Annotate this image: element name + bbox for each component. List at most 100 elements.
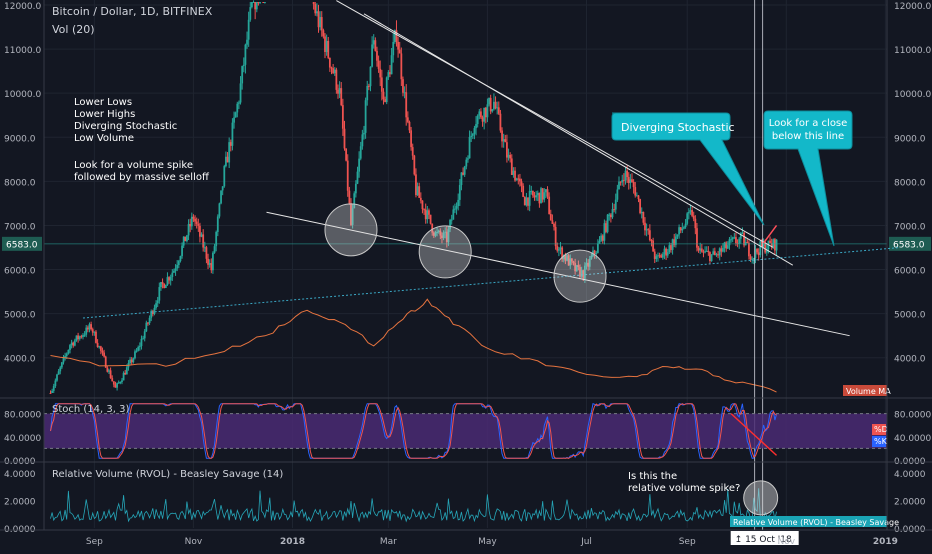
candle-body	[710, 254, 713, 262]
candle-body	[463, 166, 466, 175]
candle-body	[449, 219, 451, 230]
candle-body	[187, 224, 190, 236]
candle-body	[626, 170, 629, 178]
candle-body	[570, 258, 573, 262]
candle-body	[367, 85, 370, 87]
candle-body	[694, 218, 697, 229]
candle-body	[582, 270, 585, 279]
candle-body	[392, 41, 395, 56]
candle-body	[156, 300, 159, 304]
candle-body	[432, 232, 435, 236]
stoch-d-tag	[872, 424, 886, 435]
candle-body	[491, 109, 494, 112]
candle-body	[210, 263, 213, 271]
candle-body	[239, 83, 242, 103]
candle-body	[424, 209, 427, 220]
crosshair-date-tag	[730, 531, 799, 545]
candle-body	[384, 99, 386, 103]
candle-body	[655, 256, 658, 259]
candle-body	[216, 216, 219, 232]
candle-body	[637, 195, 640, 200]
candle-body	[735, 237, 737, 244]
candle-body	[543, 192, 546, 200]
candle-body	[218, 203, 221, 217]
candle-body	[556, 246, 559, 251]
candle-body	[616, 189, 619, 200]
candle-body	[125, 367, 128, 375]
candle-body	[242, 64, 245, 67]
current-price-tag-right	[889, 236, 931, 251]
candle-body	[567, 255, 570, 266]
candle-body	[400, 53, 403, 80]
candle-body	[402, 79, 404, 93]
candle-body	[264, 2, 266, 3]
candle-body	[624, 170, 627, 181]
candle-body	[683, 227, 685, 229]
candle-body	[476, 115, 479, 125]
candle-body	[622, 179, 625, 181]
candle-body	[241, 66, 244, 84]
candle-body	[743, 232, 745, 246]
candle-body	[340, 88, 343, 106]
candle-body	[733, 237, 736, 239]
candle-body	[769, 240, 771, 244]
candle-body	[730, 239, 732, 241]
candle-body	[473, 128, 476, 134]
candle-body	[247, 19, 250, 40]
time-tick-label: May	[478, 537, 497, 547]
candle-body	[470, 135, 473, 137]
candle-body	[179, 256, 182, 262]
candle-body	[244, 44, 247, 65]
candle-body	[338, 88, 341, 94]
candle-body	[700, 248, 703, 252]
candle-body	[465, 159, 468, 167]
candle-body	[635, 195, 638, 197]
candle-body	[151, 311, 154, 315]
candle-body	[722, 247, 724, 252]
price-tick-right: 11000.0	[894, 46, 931, 56]
candle-body	[648, 230, 651, 240]
candle-body	[621, 179, 624, 183]
price-tick-right: 8000.0	[894, 178, 926, 188]
candle-body	[450, 219, 453, 221]
candle-body	[205, 247, 208, 259]
candle-body	[223, 166, 226, 187]
candle-body	[135, 350, 138, 352]
candle-body	[600, 235, 603, 241]
candle-body	[108, 370, 110, 372]
candle-body	[75, 335, 78, 341]
candle-body	[90, 324, 93, 330]
candle-body	[717, 254, 719, 256]
candle-body	[249, 7, 252, 20]
candle-body	[182, 236, 185, 246]
candle-body	[588, 258, 591, 267]
candle-body	[77, 335, 80, 340]
trendline-upper-resistance-2	[363, 13, 794, 266]
candle-body	[608, 214, 611, 216]
time-tick-label: Nov	[778, 537, 796, 547]
time-tick-label: Mar	[380, 537, 397, 547]
candle-body	[731, 237, 734, 240]
candle-body	[73, 340, 76, 346]
candle-body	[765, 249, 768, 253]
candle-body	[57, 371, 60, 375]
candle-body	[330, 67, 333, 69]
candle-body	[442, 232, 445, 239]
callout-look-for-close: Look for a close below this line	[763, 110, 853, 247]
candle-body	[523, 196, 526, 206]
candle-body	[653, 251, 656, 259]
candle-body	[437, 230, 440, 232]
candle-body	[364, 100, 367, 133]
candle-body	[65, 353, 68, 357]
price-tick-left: 6000.0	[4, 267, 36, 277]
candle-body	[72, 342, 75, 346]
note-low-volume: Low Volume	[74, 133, 134, 144]
candle-body	[116, 383, 118, 388]
candle-body	[393, 30, 396, 42]
candle-body	[160, 282, 162, 288]
note-diverging-stoch: Diverging Stochastic	[74, 121, 177, 132]
candle-body	[545, 189, 547, 193]
candle-body	[699, 248, 702, 251]
rvol-tick-left: 4.0000	[4, 470, 36, 480]
candle-body	[493, 101, 495, 110]
